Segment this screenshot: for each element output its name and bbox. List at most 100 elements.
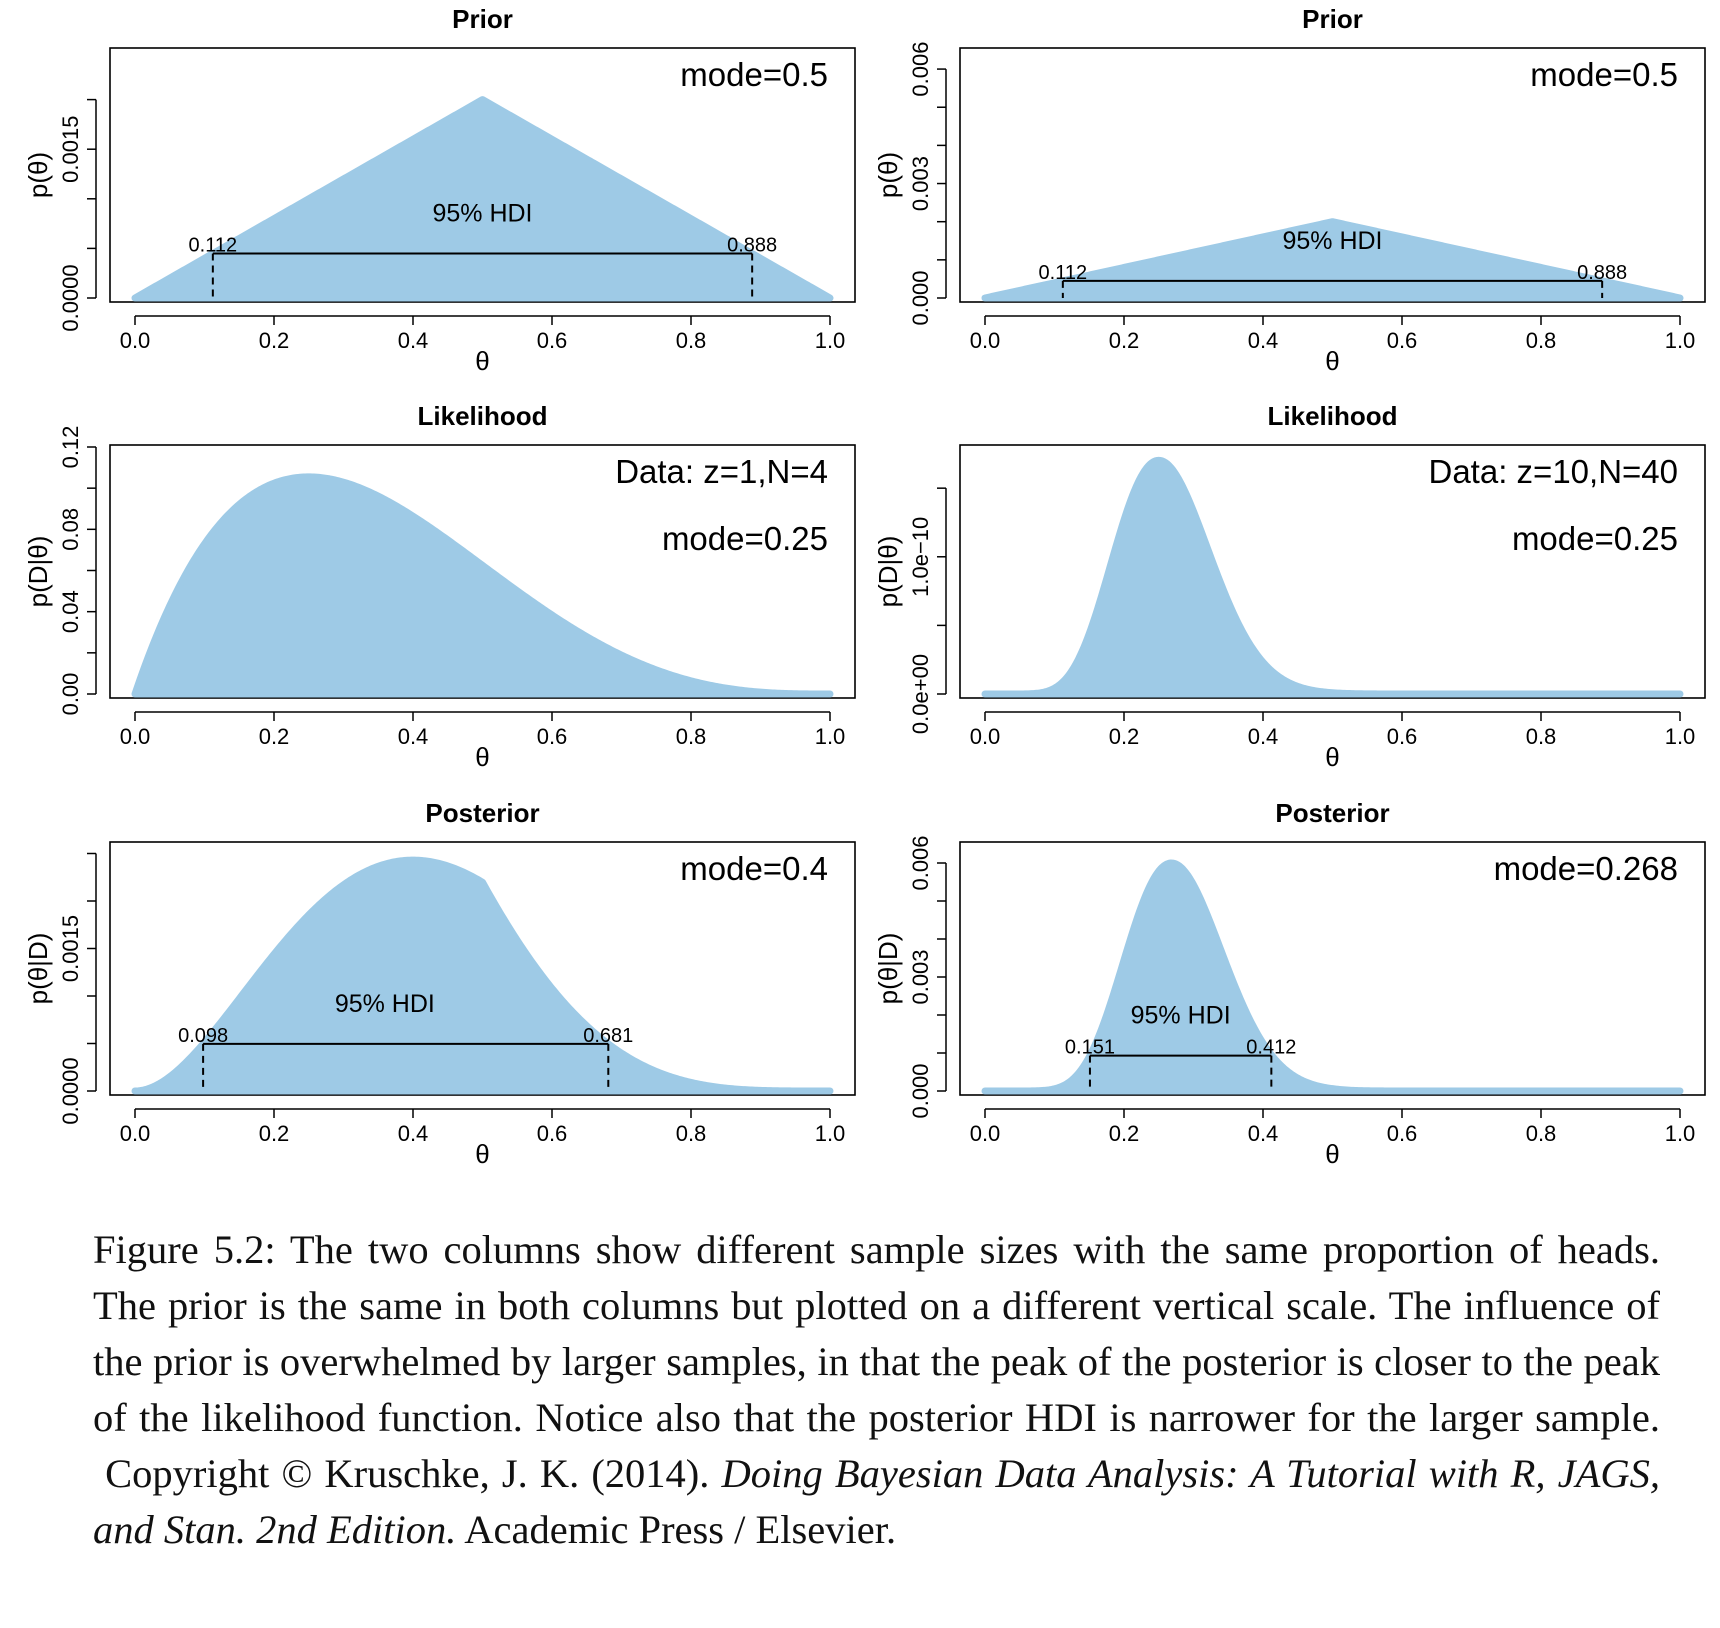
x-tick-label: 0.6 [537, 328, 568, 353]
hdi-label: 95% HDI [335, 990, 435, 1018]
density-area [131, 856, 834, 1095]
density-area [131, 473, 834, 698]
y-tick-label: 0.003 [908, 949, 933, 1004]
plot-frame [109, 47, 856, 303]
x-tick-label: 0.0 [970, 724, 1001, 749]
y-tick-label: 0.12 [58, 426, 83, 469]
caption-copyright: Copyright © Kruschke, J. K. (2014). [105, 1451, 710, 1496]
x-tick-label: 0.8 [676, 724, 707, 749]
hdi-low-label: 0.112 [1039, 262, 1088, 284]
plot-frame [109, 841, 856, 1096]
chart-panel: 0.0 0.2 0.4 0.6 0.8 1.0 θ 0.000 0.003 0.006 p(θ) Pr… [873, 4, 1706, 376]
x-tick-label: 0.2 [259, 1121, 290, 1146]
x-tick-label: 0.0 [120, 1121, 151, 1146]
x-tick-label: 0.6 [537, 724, 568, 749]
x-tick-label: 1.0 [1665, 1121, 1696, 1146]
y-tick-label: 0.006 [908, 835, 933, 890]
x-tick-label: 0.8 [1526, 1121, 1557, 1146]
y-tick-label: 0.003 [908, 156, 933, 211]
x-tick-label: 0.6 [537, 1121, 568, 1146]
y-axis-title: p(θ|D) [23, 933, 53, 1005]
panel-annotation: Data: z=1,N=4 [615, 453, 828, 490]
caption-publisher: Academic Press / Elsevier. [464, 1507, 897, 1552]
hdi-high-label: 0.412 [1246, 1037, 1296, 1059]
y-axis-title: p(D|θ) [23, 536, 53, 608]
panel-annotation: mode=0.4 [680, 850, 828, 887]
x-tick-label: 0.2 [1109, 724, 1140, 749]
x-tick-label: 0.6 [1387, 328, 1418, 353]
density-area [981, 859, 1684, 1095]
y-axis-title: p(θ|D) [873, 933, 903, 1005]
x-axis-title: θ [1325, 346, 1339, 376]
x-tick-label: 0.0 [970, 1121, 1001, 1146]
chart-panel: 0.0 0.2 0.4 0.6 0.8 1.0 θ 0.000 0.003 0.006 p(θ|D)… [873, 798, 1706, 1169]
density-area [131, 96, 834, 302]
y-tick-label: 0.0015 [58, 915, 83, 982]
x-tick-label: 1.0 [1665, 724, 1696, 749]
panel-title: Likelihood [418, 401, 548, 431]
panel-annotation: mode=0.5 [1530, 56, 1678, 93]
x-tick-label: 0.8 [1526, 328, 1557, 353]
hdi-low-label: 0.151 [1065, 1037, 1115, 1059]
x-axis-title: θ [475, 346, 489, 376]
y-tick-label: 0.0e+00 [908, 654, 933, 734]
x-axis-title: θ [475, 742, 489, 772]
hdi-high-label: 0.888 [1577, 262, 1627, 284]
x-tick-label: 0.8 [676, 328, 707, 353]
panel-title: Prior [452, 4, 513, 34]
panel-annotation: mode=0.25 [662, 520, 828, 557]
x-tick-label: 0.2 [1109, 1121, 1140, 1146]
x-tick-label: 0.6 [1387, 1121, 1418, 1146]
y-axis-title: p(D|θ) [873, 536, 903, 608]
hdi-low-label: 0.098 [178, 1025, 228, 1047]
hdi-label: 95% HDI [1282, 227, 1382, 255]
figure-panels: 0.0 0.2 0.4 0.6 0.8 1.0θ0.00000.0015p(θ)Prior… [23, 4, 1706, 1169]
panel-annotation: Data: z=10,N=40 [1429, 453, 1679, 490]
x-tick-label: 0.8 [1526, 724, 1557, 749]
x-tick-label: 0.0 [120, 724, 151, 749]
caption-text: The two columns show different sample si… [93, 1227, 1661, 1440]
hdi-high-label: 0.681 [583, 1025, 633, 1047]
y-tick-label: 0.00 [58, 673, 83, 716]
x-tick-label: 1.0 [815, 328, 846, 353]
plot-frame [109, 444, 856, 699]
x-tick-label: 1.0 [815, 1121, 846, 1146]
x-tick-label: 1.0 [1665, 328, 1696, 353]
y-tick-label: 0.000 [908, 1063, 933, 1118]
y-axis-title: p(θ) [23, 152, 53, 198]
hdi-label: 95% HDI [1131, 1002, 1231, 1030]
plot-frame [959, 47, 1706, 303]
x-tick-label: 0.4 [1248, 724, 1279, 749]
hdi-high-label: 0.888 [727, 235, 777, 257]
y-tick-label: 0.0015 [58, 116, 83, 183]
x-tick-label: 0.2 [259, 328, 290, 353]
panel-annotation: mode=0.268 [1494, 850, 1678, 887]
x-tick-label: 0.8 [676, 1121, 707, 1146]
y-tick-label: 0.08 [58, 508, 83, 551]
panel-title: Prior [1302, 4, 1363, 34]
y-tick-label: 0.000 [908, 270, 933, 325]
density-area [981, 218, 1684, 302]
y-tick-label: 0.0000 [58, 264, 83, 331]
figure-caption: Figure 5.2: The two columns show differe… [93, 1222, 1660, 1558]
x-tick-label: 0.6 [1387, 724, 1418, 749]
x-axis-title: θ [1325, 1139, 1339, 1169]
panel-title: Posterior [425, 798, 539, 828]
x-axis-title: θ [1325, 742, 1339, 772]
x-tick-label: 0.4 [398, 1121, 429, 1146]
x-axis-title: θ [475, 1139, 489, 1169]
hdi-low-label: 0.112 [189, 235, 238, 257]
chart-panel: 0.0 0.2 0.4 0.6 0.8 1.0 θ 0.0e+00 1.0e−10p(D|θ) L… [873, 401, 1706, 772]
x-tick-label: 0.0 [970, 328, 1001, 353]
x-tick-label: 0.0 [120, 328, 151, 353]
x-tick-label: 0.2 [259, 724, 290, 749]
plot-frame [959, 841, 1706, 1096]
hdi-label: 95% HDI [432, 200, 532, 228]
y-tick-label: 0.04 [58, 590, 83, 633]
x-tick-label: 0.4 [398, 724, 429, 749]
panel-title: Likelihood [1268, 401, 1398, 431]
panel-annotation: mode=0.25 [1512, 520, 1678, 557]
chart-panel: 0.0 0.2 0.4 0.6 0.8 1.0 θ 0.00 0.04 0.08 0.12 p(D|θ… [23, 401, 856, 772]
